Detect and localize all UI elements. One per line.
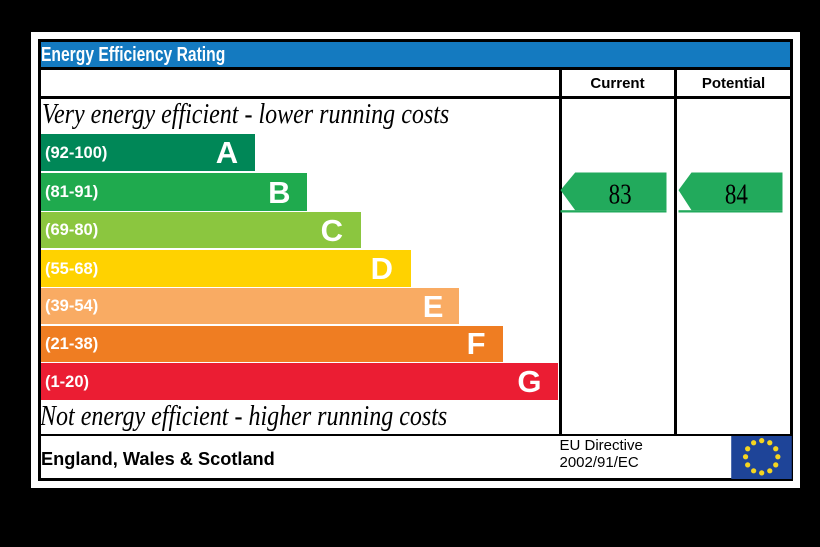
svg-text:83: 83	[609, 179, 632, 210]
svg-text:84: 84	[725, 179, 748, 210]
